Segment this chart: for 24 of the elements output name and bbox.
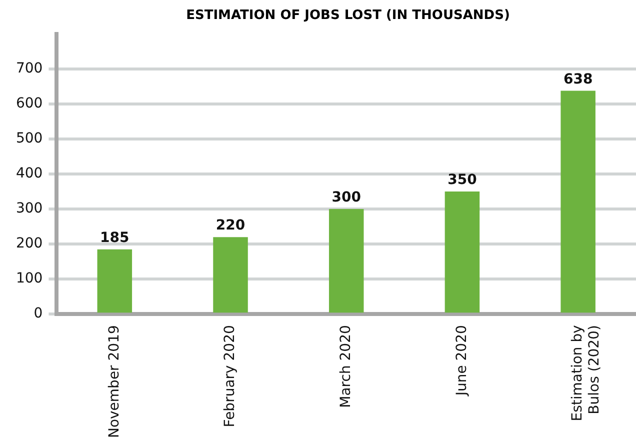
x-tick-label: Estimation by Bulos (2020) (570, 325, 603, 422)
x-tick-label: February 2020 (222, 325, 238, 428)
data-label: 220 (216, 218, 246, 234)
bar (560, 90, 596, 313)
data-label: 638 (563, 71, 593, 88)
y-tick-label: 700 (16, 60, 43, 77)
bar (444, 192, 480, 313)
bar (213, 237, 248, 313)
y-tick-label: 200 (16, 236, 43, 252)
y-tick-label: 0 (34, 306, 43, 322)
y-tick-label: 500 (16, 130, 43, 147)
y-tick-label: 100 (16, 270, 43, 287)
data-label: 185 (100, 230, 130, 246)
y-tick-label: 600 (16, 96, 43, 112)
bar (328, 209, 364, 313)
data-label: 350 (448, 172, 478, 188)
y-tick-label: 300 (16, 200, 43, 217)
chart-title: ESTIMATION OF JOBS LOST (IN THOUSANDS) (185, 8, 511, 23)
y-tick-label: 400 (16, 166, 43, 182)
x-tick-label: November 2019 (106, 325, 122, 438)
x-tick-label: June 2020 (454, 325, 470, 397)
x-tick-label: March 2020 (338, 325, 354, 408)
bar (97, 249, 132, 313)
data-label: 300 (332, 190, 362, 206)
